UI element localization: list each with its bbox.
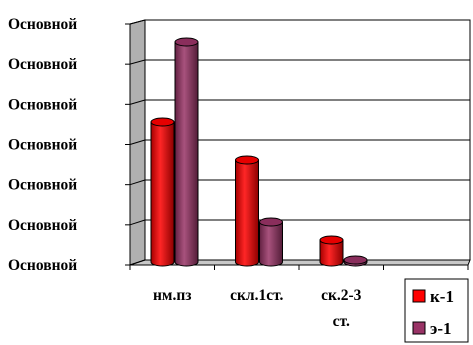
gridline-side xyxy=(129,219,146,226)
gridline-side xyxy=(129,259,146,266)
gridline-side xyxy=(129,99,146,105)
gridlines xyxy=(129,19,470,266)
legend: к-1 э-1 xyxy=(404,278,469,343)
y-tick-label: Основной xyxy=(8,137,77,154)
y-tick-label: Основной xyxy=(8,257,77,274)
y-tick-label: Основной xyxy=(8,217,77,234)
y-tick-label: Основной xyxy=(8,56,77,73)
bar-э-1-2 xyxy=(343,255,368,267)
gridline-side xyxy=(129,19,146,25)
y-tick-label: Основной xyxy=(8,177,77,194)
y-tick-label: Основной xyxy=(8,16,77,33)
legend-label: к-1 xyxy=(430,287,454,306)
gridline-side xyxy=(129,179,146,186)
bar-к-1-2 xyxy=(319,235,344,267)
x-tick-labels: нм.пз скл.1ст. ск.2-3 ст. xyxy=(153,287,362,330)
y-tick-labels: Основной Основной Основной Основной Основной… xyxy=(8,16,77,274)
legend-swatch xyxy=(412,289,426,303)
x-tick-label: ск.2-3 xyxy=(321,287,362,304)
legend-swatch xyxy=(412,321,426,335)
bar-к-1-1 xyxy=(235,155,259,267)
gridline-side xyxy=(129,139,146,145)
x-tick-label: нм.пз xyxy=(153,287,192,304)
bar-э-1-1 xyxy=(259,217,283,267)
legend-label: э-1 xyxy=(430,319,452,338)
x-tick-label: скл.1ст. xyxy=(230,287,283,304)
bar-к-1-0 xyxy=(150,117,175,267)
gridline-side xyxy=(129,59,146,65)
bar-э-1-0 xyxy=(174,37,199,267)
x-tick-label: ст. xyxy=(333,313,350,330)
bars xyxy=(150,37,368,267)
y-tick-label: Основной xyxy=(8,96,77,113)
